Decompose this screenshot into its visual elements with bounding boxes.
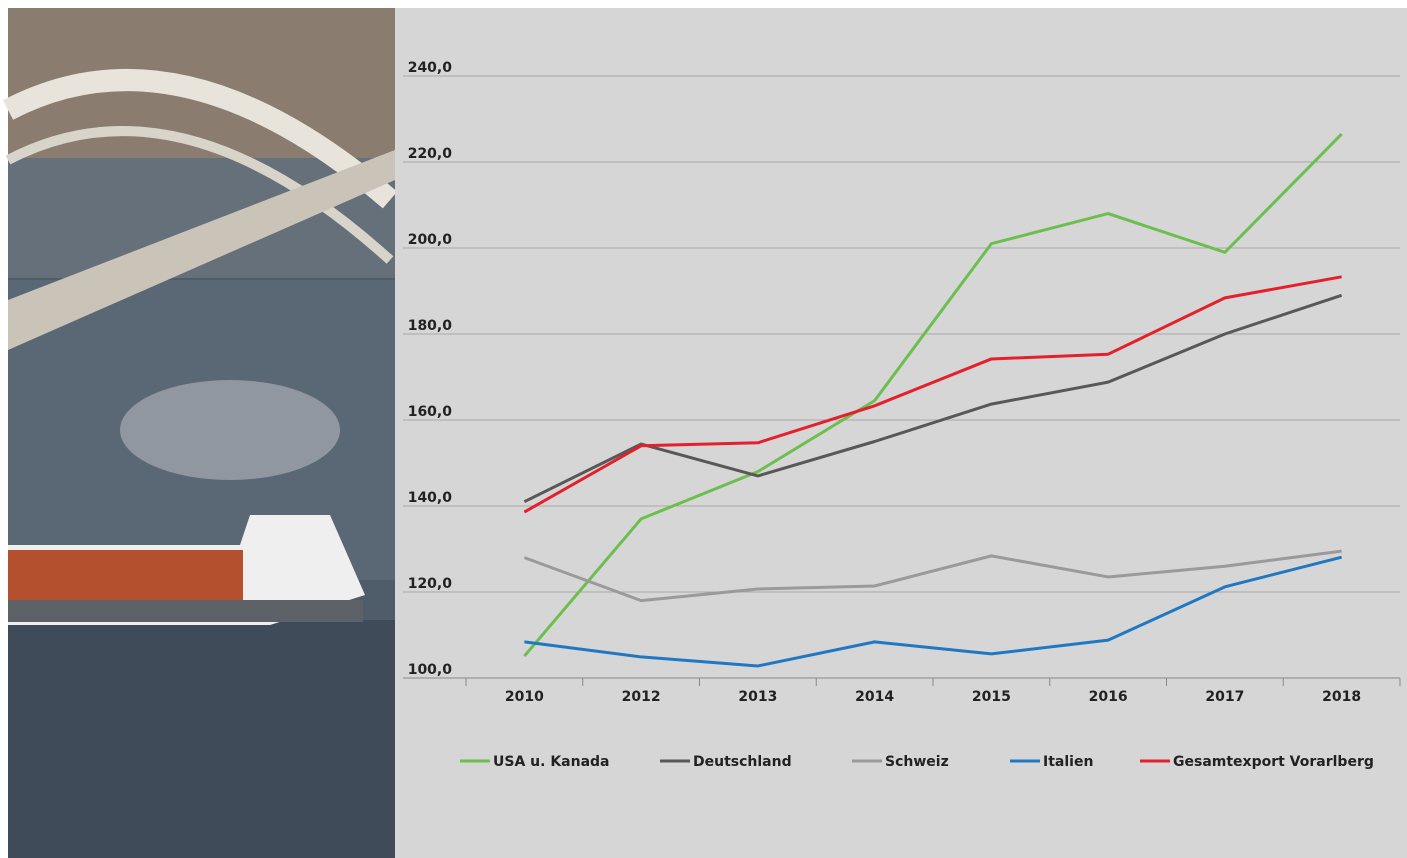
y-tick-label: 120,0 xyxy=(408,576,453,592)
legend-label: Gesamtexport Vorarlberg xyxy=(1173,754,1374,770)
y-tick-label: 240,0 xyxy=(408,60,453,76)
x-tick-label: 2014 xyxy=(855,689,894,705)
x-tick-label: 2010 xyxy=(505,689,544,705)
series-line xyxy=(524,555,1342,668)
series-line xyxy=(523,293,1343,504)
x-tick-label: 2013 xyxy=(738,689,777,705)
legend-label: USA u. Kanada xyxy=(493,754,610,770)
plot xyxy=(523,132,1343,668)
x-tick-label: 2018 xyxy=(1322,689,1361,705)
x-tick-label: 2012 xyxy=(622,689,661,705)
legend-label: Italien xyxy=(1043,754,1093,770)
y-tick-label: 100,0 xyxy=(408,662,453,678)
photo xyxy=(2,8,398,858)
x-tick-label: 2015 xyxy=(972,689,1011,705)
series-line xyxy=(523,132,1343,658)
series-line xyxy=(523,549,1342,603)
y-tick-label: 180,0 xyxy=(408,318,453,334)
y-tick-label: 220,0 xyxy=(408,146,453,162)
y-tick-label: 200,0 xyxy=(408,232,453,248)
y-tick-label: 160,0 xyxy=(408,404,453,420)
y-tick-label: 140,0 xyxy=(408,490,453,506)
legend-label: Schweiz xyxy=(885,754,949,770)
legend-label: Deutschland xyxy=(693,754,792,770)
x-tick-label: 2017 xyxy=(1205,689,1244,705)
series-line xyxy=(523,275,1342,514)
grid xyxy=(403,75,1401,686)
x-tick-label: 2016 xyxy=(1089,689,1128,705)
